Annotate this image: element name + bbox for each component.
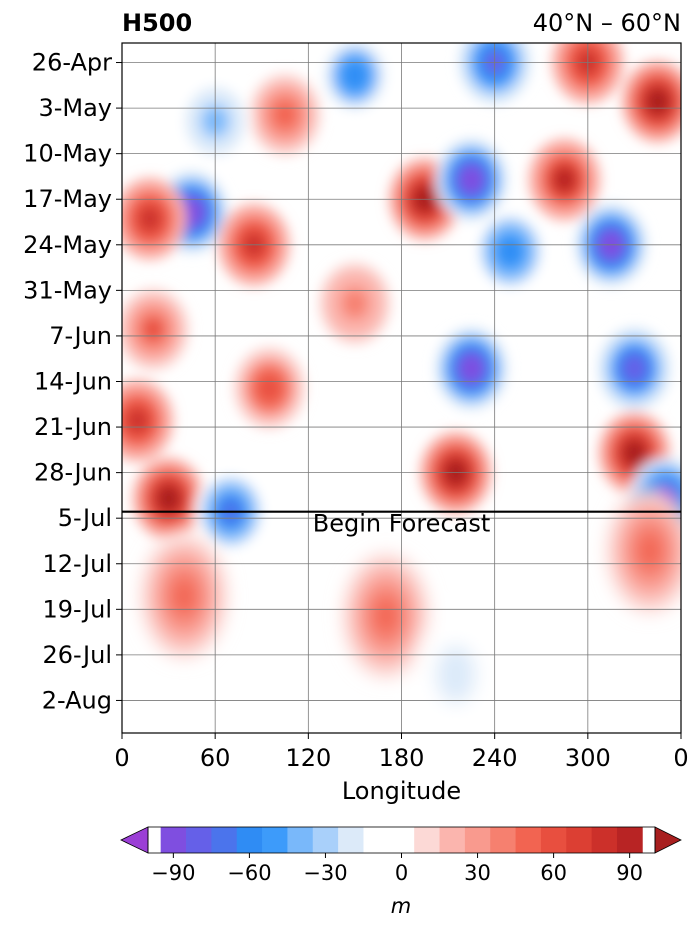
colorbar: −90 −60 −30 0 30 60 90 bbox=[120, 826, 682, 885]
colorbar-tick-label: −30 bbox=[303, 861, 347, 885]
forecast-field bbox=[141, 488, 681, 733]
anomaly-feature bbox=[621, 60, 681, 143]
x-axis-ticks: 0 60 120 180 240 300 0 bbox=[114, 733, 689, 772]
anomaly-feature bbox=[413, 612, 499, 733]
anomaly-contour bbox=[344, 291, 366, 316]
y-axis-ticks: 26-Apr 3-May 10-May 17-May 24-May 31-May 7-Jun… bbox=[23, 49, 122, 714]
anomaly-contour bbox=[647, 89, 668, 114]
anomaly-contour bbox=[259, 376, 280, 400]
anomaly-feature bbox=[122, 177, 187, 261]
anomaly-contour bbox=[181, 200, 203, 224]
anomaly-feature bbox=[343, 553, 429, 678]
anomaly-contour bbox=[624, 356, 645, 381]
anomaly-feature bbox=[318, 43, 392, 117]
x-tick-label: 0 bbox=[673, 744, 688, 772]
colorbar-swatch bbox=[262, 827, 288, 853]
x-tick-label: 60 bbox=[200, 744, 231, 772]
y-tick-label: 21-Jun bbox=[34, 413, 112, 441]
anomaly-contour bbox=[461, 168, 482, 192]
colorbar-swatch bbox=[363, 827, 390, 853]
y-tick-label: 10-May bbox=[23, 140, 112, 168]
x-tick-label: 120 bbox=[285, 744, 331, 772]
chart-title-right: 40°N – 60°N bbox=[533, 9, 681, 37]
anomaly-contour bbox=[274, 102, 296, 127]
y-tick-label: 26-Jul bbox=[43, 641, 113, 669]
y-tick-label: 5-Jul bbox=[58, 504, 112, 532]
colorbar-swatch bbox=[186, 827, 212, 853]
y-tick-label: 17-May bbox=[23, 185, 112, 213]
anomaly-contour bbox=[554, 168, 575, 192]
colorbar-tick-label: 60 bbox=[540, 861, 567, 885]
y-tick-label: 14-Jun bbox=[34, 367, 112, 395]
anomaly-contour bbox=[158, 487, 179, 511]
y-tick-label: 2-Aug bbox=[42, 686, 112, 714]
y-tick-label: 28-Jun bbox=[34, 459, 112, 487]
chart-title-left: H500 bbox=[122, 9, 192, 37]
anomaly-feature bbox=[141, 534, 227, 659]
anomaly-feature bbox=[598, 327, 671, 410]
colorbar-swatch bbox=[414, 827, 440, 853]
colorbar-swatch bbox=[439, 827, 466, 853]
colorbar-swatch bbox=[211, 827, 238, 853]
anomaly-contour bbox=[127, 408, 148, 433]
colorbar-swatch bbox=[464, 827, 491, 853]
colorbar-swatch bbox=[160, 827, 187, 853]
anomaly-feature bbox=[474, 209, 547, 293]
y-tick-label: 7-Jun bbox=[49, 322, 112, 350]
anomaly-contour bbox=[142, 317, 164, 342]
colorbar-swatch bbox=[515, 827, 542, 853]
anomaly-feature bbox=[122, 288, 190, 371]
y-tick-label: 24-May bbox=[23, 231, 112, 259]
anomaly-contour bbox=[461, 356, 482, 381]
x-tick-label: 180 bbox=[379, 744, 425, 772]
anomaly-feature bbox=[248, 73, 322, 156]
colorbar-swatch bbox=[616, 827, 643, 853]
x-axis-label: Longitude bbox=[342, 777, 461, 805]
x-tick-label: 240 bbox=[472, 744, 518, 772]
anomaly-feature bbox=[132, 457, 205, 541]
heatmap-field bbox=[122, 43, 681, 733]
colorbar-extend-min bbox=[120, 826, 149, 854]
x-tick-label: 300 bbox=[565, 744, 611, 772]
anomaly-feature bbox=[318, 262, 392, 345]
anomaly-contour bbox=[500, 239, 521, 263]
anomaly-feature bbox=[122, 379, 174, 462]
anomaly-feature bbox=[528, 138, 601, 222]
y-tick-label: 19-Jul bbox=[43, 595, 113, 623]
colorbar-swatch bbox=[566, 827, 593, 853]
colorbar-swatch bbox=[540, 827, 567, 853]
anomaly-feature bbox=[233, 346, 306, 430]
y-tick-label: 31-May bbox=[23, 276, 112, 304]
colorbar-tick-label: 30 bbox=[464, 861, 491, 885]
colorbar-extend-max bbox=[654, 826, 682, 854]
colorbar-swatch bbox=[312, 827, 339, 853]
colorbar-swatch bbox=[338, 827, 364, 853]
anomaly-contour bbox=[344, 63, 366, 88]
anomaly-feature bbox=[607, 488, 681, 613]
colorbar-swatch bbox=[236, 827, 263, 853]
anomaly-contour bbox=[624, 441, 645, 465]
colorbar-swatch bbox=[490, 827, 516, 853]
y-tick-label: 12-Jul bbox=[43, 550, 113, 578]
colorbar-tick-label: −60 bbox=[227, 861, 271, 885]
anomaly-contour bbox=[373, 598, 399, 634]
colorbar-tick-label: 0 bbox=[395, 861, 408, 885]
colorbar-tick-label: 90 bbox=[616, 861, 643, 885]
anomaly-contour bbox=[139, 207, 161, 231]
y-tick-label: 3-May bbox=[38, 94, 112, 122]
anomaly-feature bbox=[435, 327, 508, 410]
y-tick-label: 26-Apr bbox=[32, 49, 112, 77]
anomaly-contour bbox=[637, 533, 663, 569]
x-tick-label: 0 bbox=[114, 744, 129, 772]
colorbar-label: m bbox=[391, 894, 411, 918]
colorbar-swatch bbox=[287, 827, 314, 853]
anomaly-feature bbox=[435, 138, 508, 222]
colorbar-swatch bbox=[388, 827, 415, 853]
anomaly-contour bbox=[172, 578, 197, 614]
colorbar-swatch bbox=[591, 827, 618, 853]
colorbar-tick-label: −90 bbox=[151, 861, 195, 885]
forecast-annotation: Begin Forecast bbox=[313, 510, 491, 538]
anomaly-contour bbox=[443, 656, 468, 693]
